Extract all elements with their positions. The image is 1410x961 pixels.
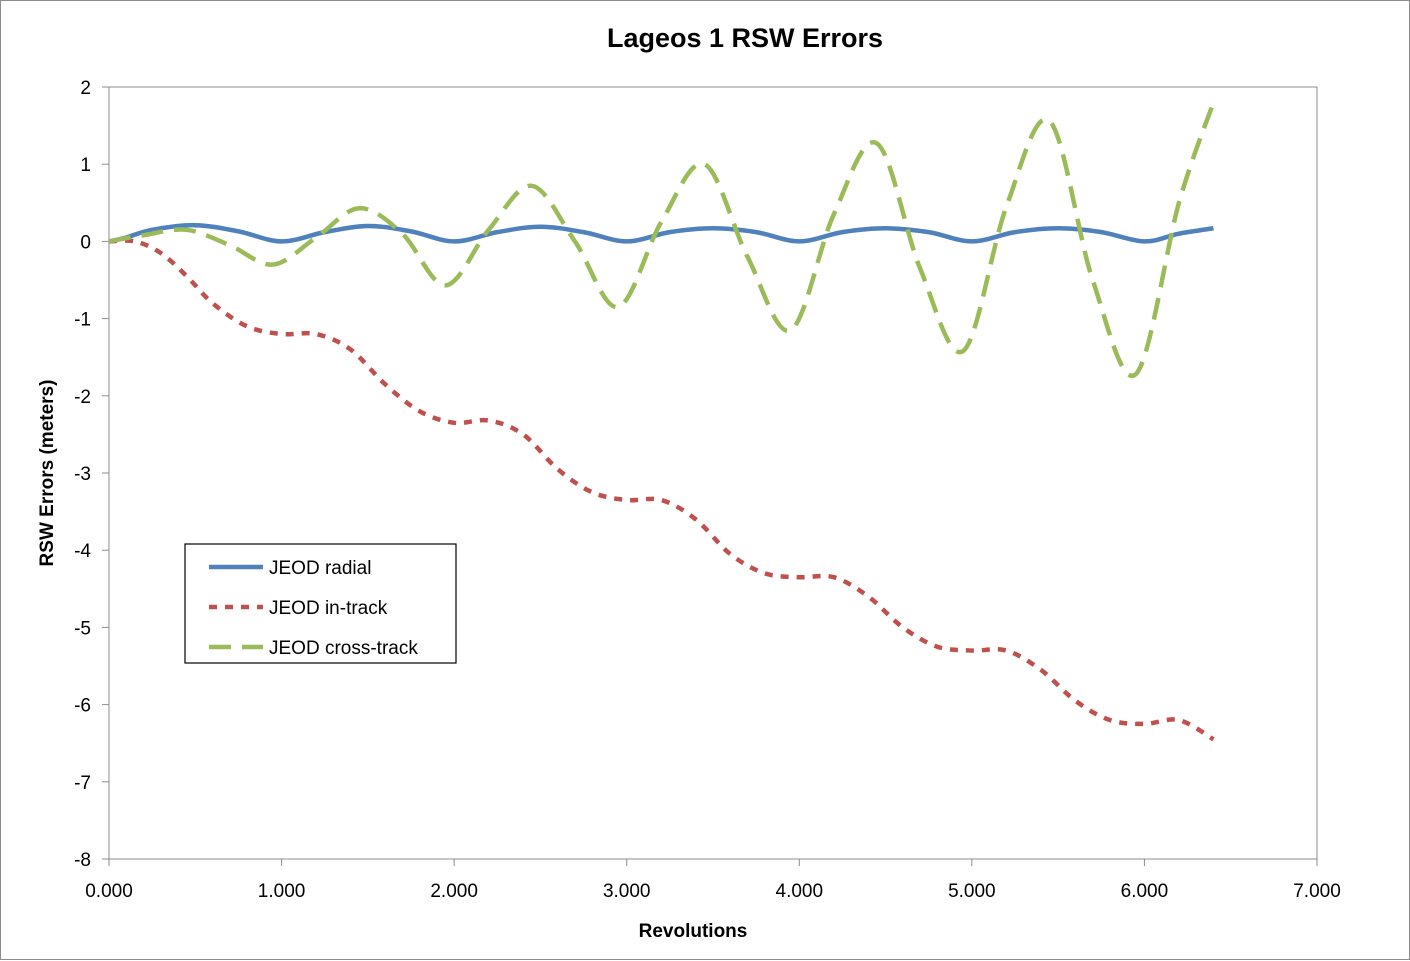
series-lines	[108, 101, 1216, 742]
x-axis-title: Revolutions	[639, 921, 748, 942]
x-tick-label: 4.000	[776, 881, 824, 902]
x-tick-label: 1.000	[258, 881, 306, 902]
y-tick-label: 2	[80, 78, 91, 99]
y-tick-label: -4	[74, 541, 91, 562]
legend-label: JEOD cross-track	[269, 638, 418, 659]
y-tick-label: -7	[74, 773, 91, 794]
y-tick-label: -5	[74, 618, 91, 639]
x-tick-label: 0.000	[85, 881, 133, 902]
x-tick-label: 7.000	[1293, 881, 1341, 902]
series-line-jeod-cross-track	[108, 101, 1216, 379]
x-axis: 0.000 1.000 2.000 3.000 4.000 5.000 6.000 7.000	[85, 859, 1341, 902]
y-tick-label: 0	[80, 232, 91, 253]
y-tick-label: -1	[74, 310, 91, 331]
series-line-jeod-radial	[108, 222, 1214, 244]
x-tick-label: 5.000	[948, 881, 996, 902]
y-tick-label: -6	[74, 696, 91, 717]
y-axis: 2 1 0 -1 -2 -3 -4 -5 -6 -7 -8	[74, 78, 109, 871]
legend-label: JEOD radial	[269, 558, 371, 579]
y-axis-title: RSW Errors (meters)	[37, 380, 58, 567]
legend-label: JEOD in-track	[269, 598, 388, 619]
x-tick-label: 2.000	[430, 881, 478, 902]
legend: JEOD radial JEOD in-track JEOD cross-track	[184, 543, 457, 664]
y-tick-label: -8	[74, 850, 91, 871]
x-tick-label: 6.000	[1121, 881, 1169, 902]
chart-title: Lageos 1 RSW Errors	[607, 23, 883, 53]
legend-box	[184, 543, 457, 664]
x-tick-label: 3.000	[603, 881, 651, 902]
plot-area	[108, 86, 1318, 860]
y-tick-label: -2	[74, 387, 91, 408]
y-tick-label: 1	[80, 155, 91, 176]
y-tick-label: -3	[74, 464, 91, 485]
plot-border	[108, 86, 1318, 860]
